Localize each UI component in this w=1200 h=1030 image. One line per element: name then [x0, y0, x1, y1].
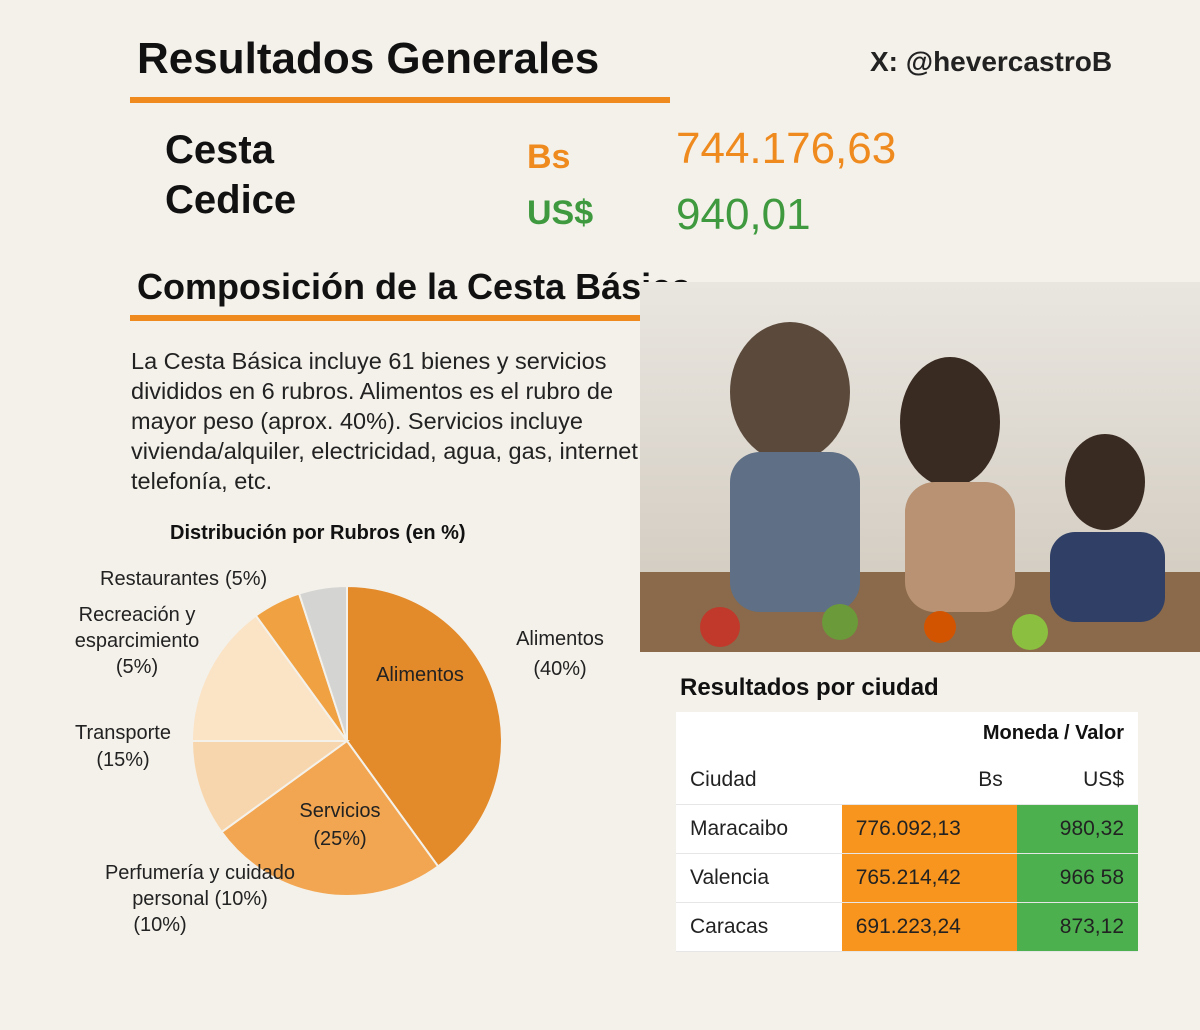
- slice-label-group: Restaurantes (5%): [100, 566, 340, 592]
- table-cell: Maracaibo: [676, 804, 842, 854]
- handle: X: @hevercastroB: [870, 46, 1113, 77]
- paragraph: La Cesta Básica incluye 61 bienes y serv…: [131, 348, 645, 494]
- slice-label: Perfumería y cuidado personal (10%): [104, 862, 296, 910]
- column-header: Bs: [841, 756, 1017, 805]
- column-header: US$: [1016, 756, 1138, 805]
- slice-value-label: (10%): [133, 914, 187, 936]
- table-cell: 776.092,13: [841, 804, 1017, 854]
- table-title: Resultados por ciudad: [680, 674, 939, 701]
- photo: [640, 282, 1200, 652]
- pie-slice: [346, 584, 503, 868]
- slice-label: Servicios: [299, 800, 381, 822]
- currency: US$: [527, 194, 594, 232]
- slice-label: Recreación y esparcimiento: [74, 604, 200, 652]
- table-row: Caracas 691.223,24 873,12: [676, 902, 1138, 952]
- label: Cedice: [165, 178, 297, 222]
- column-header: Ciudad: [676, 756, 842, 805]
- table-cell: 873,12: [1016, 902, 1138, 952]
- slice-label: Transporte: [75, 722, 171, 744]
- value: 744.176,63: [676, 124, 897, 173]
- header-row: Ciudad Bs US$: [676, 756, 1138, 805]
- table-cell: Caracas: [676, 902, 842, 952]
- table-cell: 691.223,24: [841, 902, 1017, 952]
- chart-title: Distribución por Rubros (en %): [170, 522, 466, 544]
- label: Cesta: [165, 128, 274, 172]
- pie-slice: [297, 584, 348, 742]
- slice-value-label: (40%): [533, 658, 587, 680]
- slice-value-label: (5%): [115, 656, 159, 678]
- value: 940,01: [676, 190, 811, 239]
- group-header: Moneda / Valor: [982, 722, 1124, 744]
- title: Resultados Generales: [137, 34, 600, 83]
- pie-slice: [190, 740, 351, 834]
- table-row: Maracaibo 776.092,13 980,32: [676, 804, 1138, 854]
- table-cell: Valencia: [676, 853, 842, 903]
- underline: [130, 315, 750, 321]
- table: Ciudad Bs US$ Maracaibo 776.092,13 980,32 Vale…: [676, 756, 1138, 952]
- pie-slice: [190, 614, 349, 742]
- slice-inner-label: Alimentos: [376, 664, 464, 686]
- table-row: Valencia 765.214,42 966 58: [676, 853, 1138, 903]
- slice-value-label: (25%): [313, 828, 367, 850]
- slice-label: Alimentos: [516, 628, 604, 650]
- pie-slice: [220, 739, 440, 897]
- underline: [130, 97, 670, 103]
- slice-value-label: (15%): [96, 749, 150, 771]
- table-cell: 966 58: [1016, 853, 1138, 903]
- table-cell: 765.214,42: [841, 853, 1017, 903]
- table-header: Moneda / Valor: [676, 712, 1138, 756]
- table-cell: 980,32: [1016, 804, 1138, 854]
- section-title: Composición de la Cesta Básica: [137, 266, 692, 307]
- slice-label: Restaurantes: [100, 568, 219, 590]
- slice-value-label: (5%): [224, 568, 268, 590]
- currency: Bs: [527, 138, 571, 176]
